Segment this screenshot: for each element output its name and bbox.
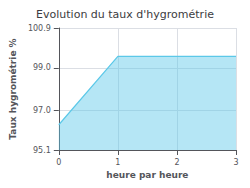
svg-text:1: 1 (115, 158, 120, 167)
svg-text:Evolution du taux d'hygrométri: Evolution du taux d'hygrométrie (36, 8, 214, 21)
svg-text:99.0: 99.0 (33, 63, 51, 72)
svg-text:2: 2 (174, 158, 179, 167)
svg-text:heure par heure: heure par heure (106, 170, 188, 180)
svg-text:0: 0 (56, 158, 61, 167)
svg-text:Taux hygrométrie %: Taux hygrométrie % (8, 38, 18, 139)
svg-text:97.0: 97.0 (33, 106, 51, 115)
svg-text:3: 3 (233, 158, 238, 167)
svg-text:100.9: 100.9 (28, 24, 51, 33)
svg-text:95.1: 95.1 (33, 146, 51, 155)
